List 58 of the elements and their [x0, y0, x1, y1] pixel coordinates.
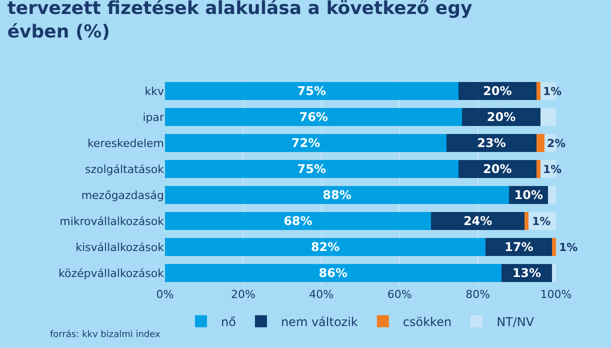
y-tick-label: szolgáltatások	[84, 162, 165, 176]
data-label: 75%	[297, 84, 326, 98]
bar	[165, 82, 458, 100]
data-label: 17%	[504, 240, 534, 254]
bar	[165, 160, 458, 178]
bar	[165, 264, 502, 282]
bar	[165, 108, 462, 126]
data-label: 86%	[318, 266, 348, 280]
data-label: 20%	[482, 84, 512, 98]
data-label: 75%	[297, 162, 326, 176]
bar	[548, 186, 556, 204]
bar	[165, 212, 431, 230]
bar	[540, 108, 556, 126]
data-label: 88%	[322, 188, 352, 202]
x-tick-label: 20%	[230, 288, 256, 301]
bar	[552, 264, 556, 282]
data-label: 23%	[477, 136, 506, 150]
x-tick-label: 80%	[466, 288, 490, 301]
data-label: 13%	[512, 266, 542, 280]
data-label: 1%	[543, 85, 562, 98]
bar	[552, 238, 556, 256]
bar	[430, 212, 525, 230]
x-tick-label: 40%	[309, 288, 334, 301]
text: forrás: kkv bizalmi index	[50, 329, 162, 340]
x-tick-label: 100%	[540, 288, 572, 301]
data-label: 10%	[514, 188, 543, 202]
bar	[446, 134, 536, 152]
bar	[536, 160, 540, 178]
y-tick-label: mezőgazdaság	[81, 188, 164, 202]
data-label: 68%	[284, 214, 312, 228]
data-label: 1%	[559, 241, 578, 254]
data-label: 20%	[482, 162, 512, 176]
data-label: 76%	[299, 110, 328, 124]
data-label: 72%	[291, 136, 320, 150]
y-tick-label: kkv	[144, 84, 164, 98]
data-label: 20%	[486, 110, 516, 124]
data-label: 1%	[543, 163, 562, 176]
bar	[536, 82, 540, 100]
legend-label: csökken	[402, 314, 452, 329]
data-label: 24%	[463, 214, 492, 228]
legend-label: nő	[221, 314, 236, 329]
data-label: 1%	[532, 215, 551, 228]
y-tick-label: mikrovállalkozások	[60, 214, 165, 228]
x-tick-label: 60%	[387, 288, 412, 301]
bar	[165, 238, 486, 256]
data-label: 2%	[547, 137, 566, 150]
data-label: 82%	[310, 240, 340, 254]
y-tick-label: kisvállalkozások	[76, 240, 165, 254]
y-tick-label: ipar	[142, 110, 164, 124]
bar	[165, 186, 510, 204]
legend-label: nem változik	[280, 314, 358, 329]
y-tick-label: kereskedelem	[87, 136, 164, 150]
bar	[524, 212, 529, 230]
y-tick-label: középvállalkozások	[58, 266, 165, 280]
bar	[165, 134, 447, 152]
legend-label: NT/NV	[496, 314, 535, 329]
x-tick-label: 0%	[156, 288, 174, 301]
bar	[536, 134, 544, 152]
